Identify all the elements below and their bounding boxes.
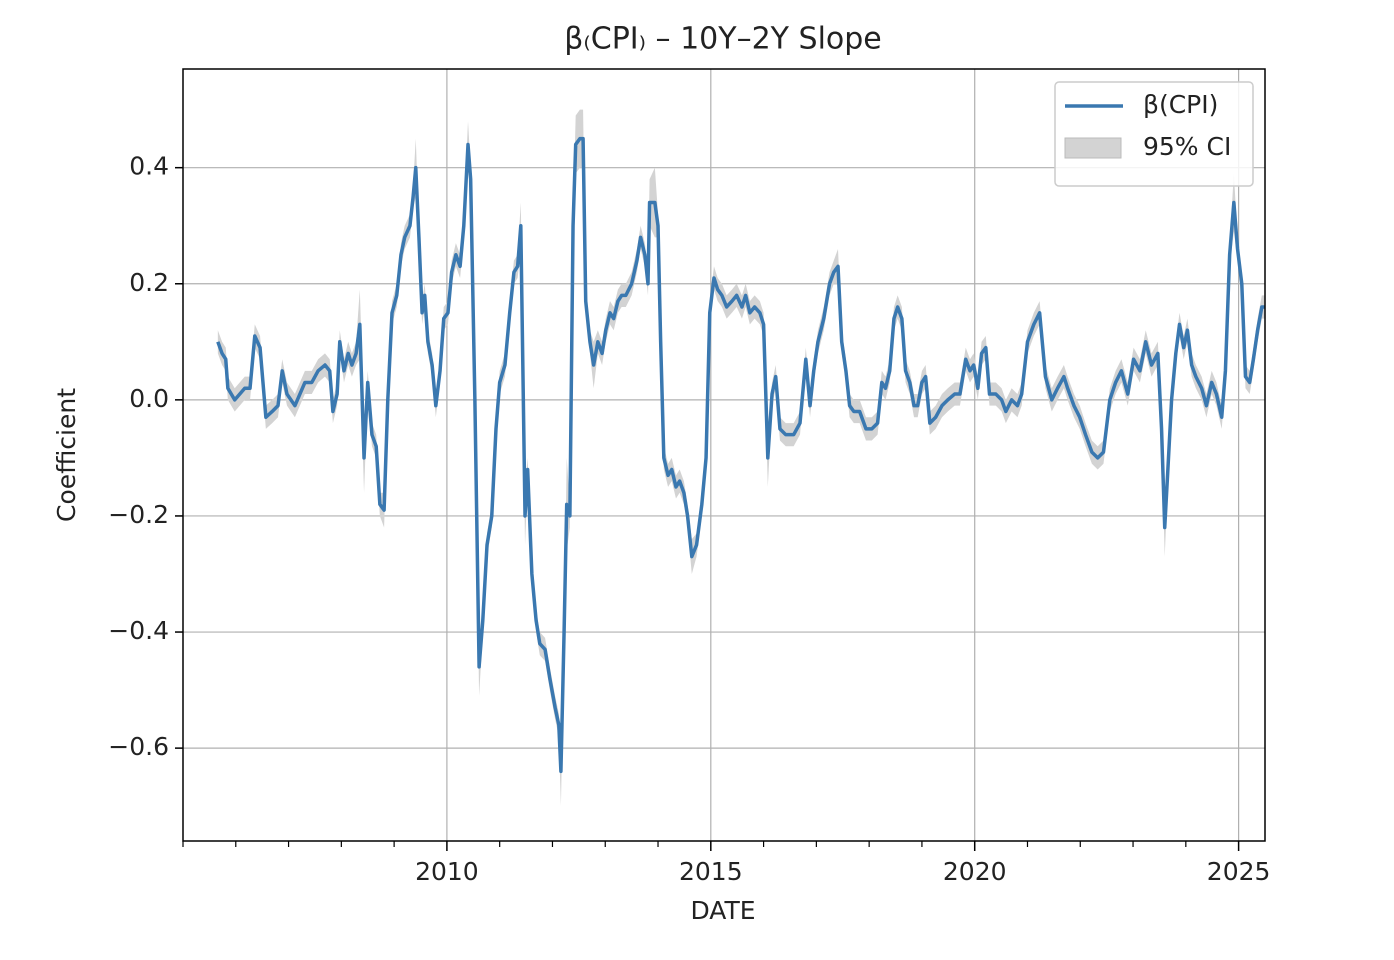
x-axis-label: DATE (690, 896, 755, 925)
plot-area (216, 109, 1265, 807)
x-tick-label: 2025 (1207, 857, 1271, 886)
x-tick-label: 2010 (415, 857, 479, 886)
y-tick-label: 0.0 (129, 384, 169, 413)
y-tick-label: −0.4 (108, 616, 169, 645)
legend-box (1054, 81, 1254, 187)
x-tick-label: 2020 (943, 857, 1007, 886)
legend-label: β(CPI) (1143, 90, 1218, 119)
y-tick-label: 0.4 (129, 152, 169, 181)
y-tick-label: −0.6 (108, 732, 169, 761)
series-line (216, 136, 1265, 774)
y-tick-label: −0.2 (108, 500, 169, 529)
plot-frame (182, 68, 1266, 842)
y-tick-label: 0.2 (129, 268, 169, 297)
axes: −0.6 −0.4 −0.2 0.0 0.2 0.4 2010 2015 2020 2025 (108, 152, 1270, 886)
x-tick-label: 2015 (679, 857, 743, 886)
legend-label: 95% CI (1143, 132, 1231, 161)
chart-title: β₍CPI₎ – 10Y–2Y Slope (564, 22, 882, 57)
legend-patch (1064, 137, 1122, 159)
y-axis-label: Coefficient (52, 388, 81, 522)
legend: β(CPI) 95% CI (1054, 81, 1254, 187)
